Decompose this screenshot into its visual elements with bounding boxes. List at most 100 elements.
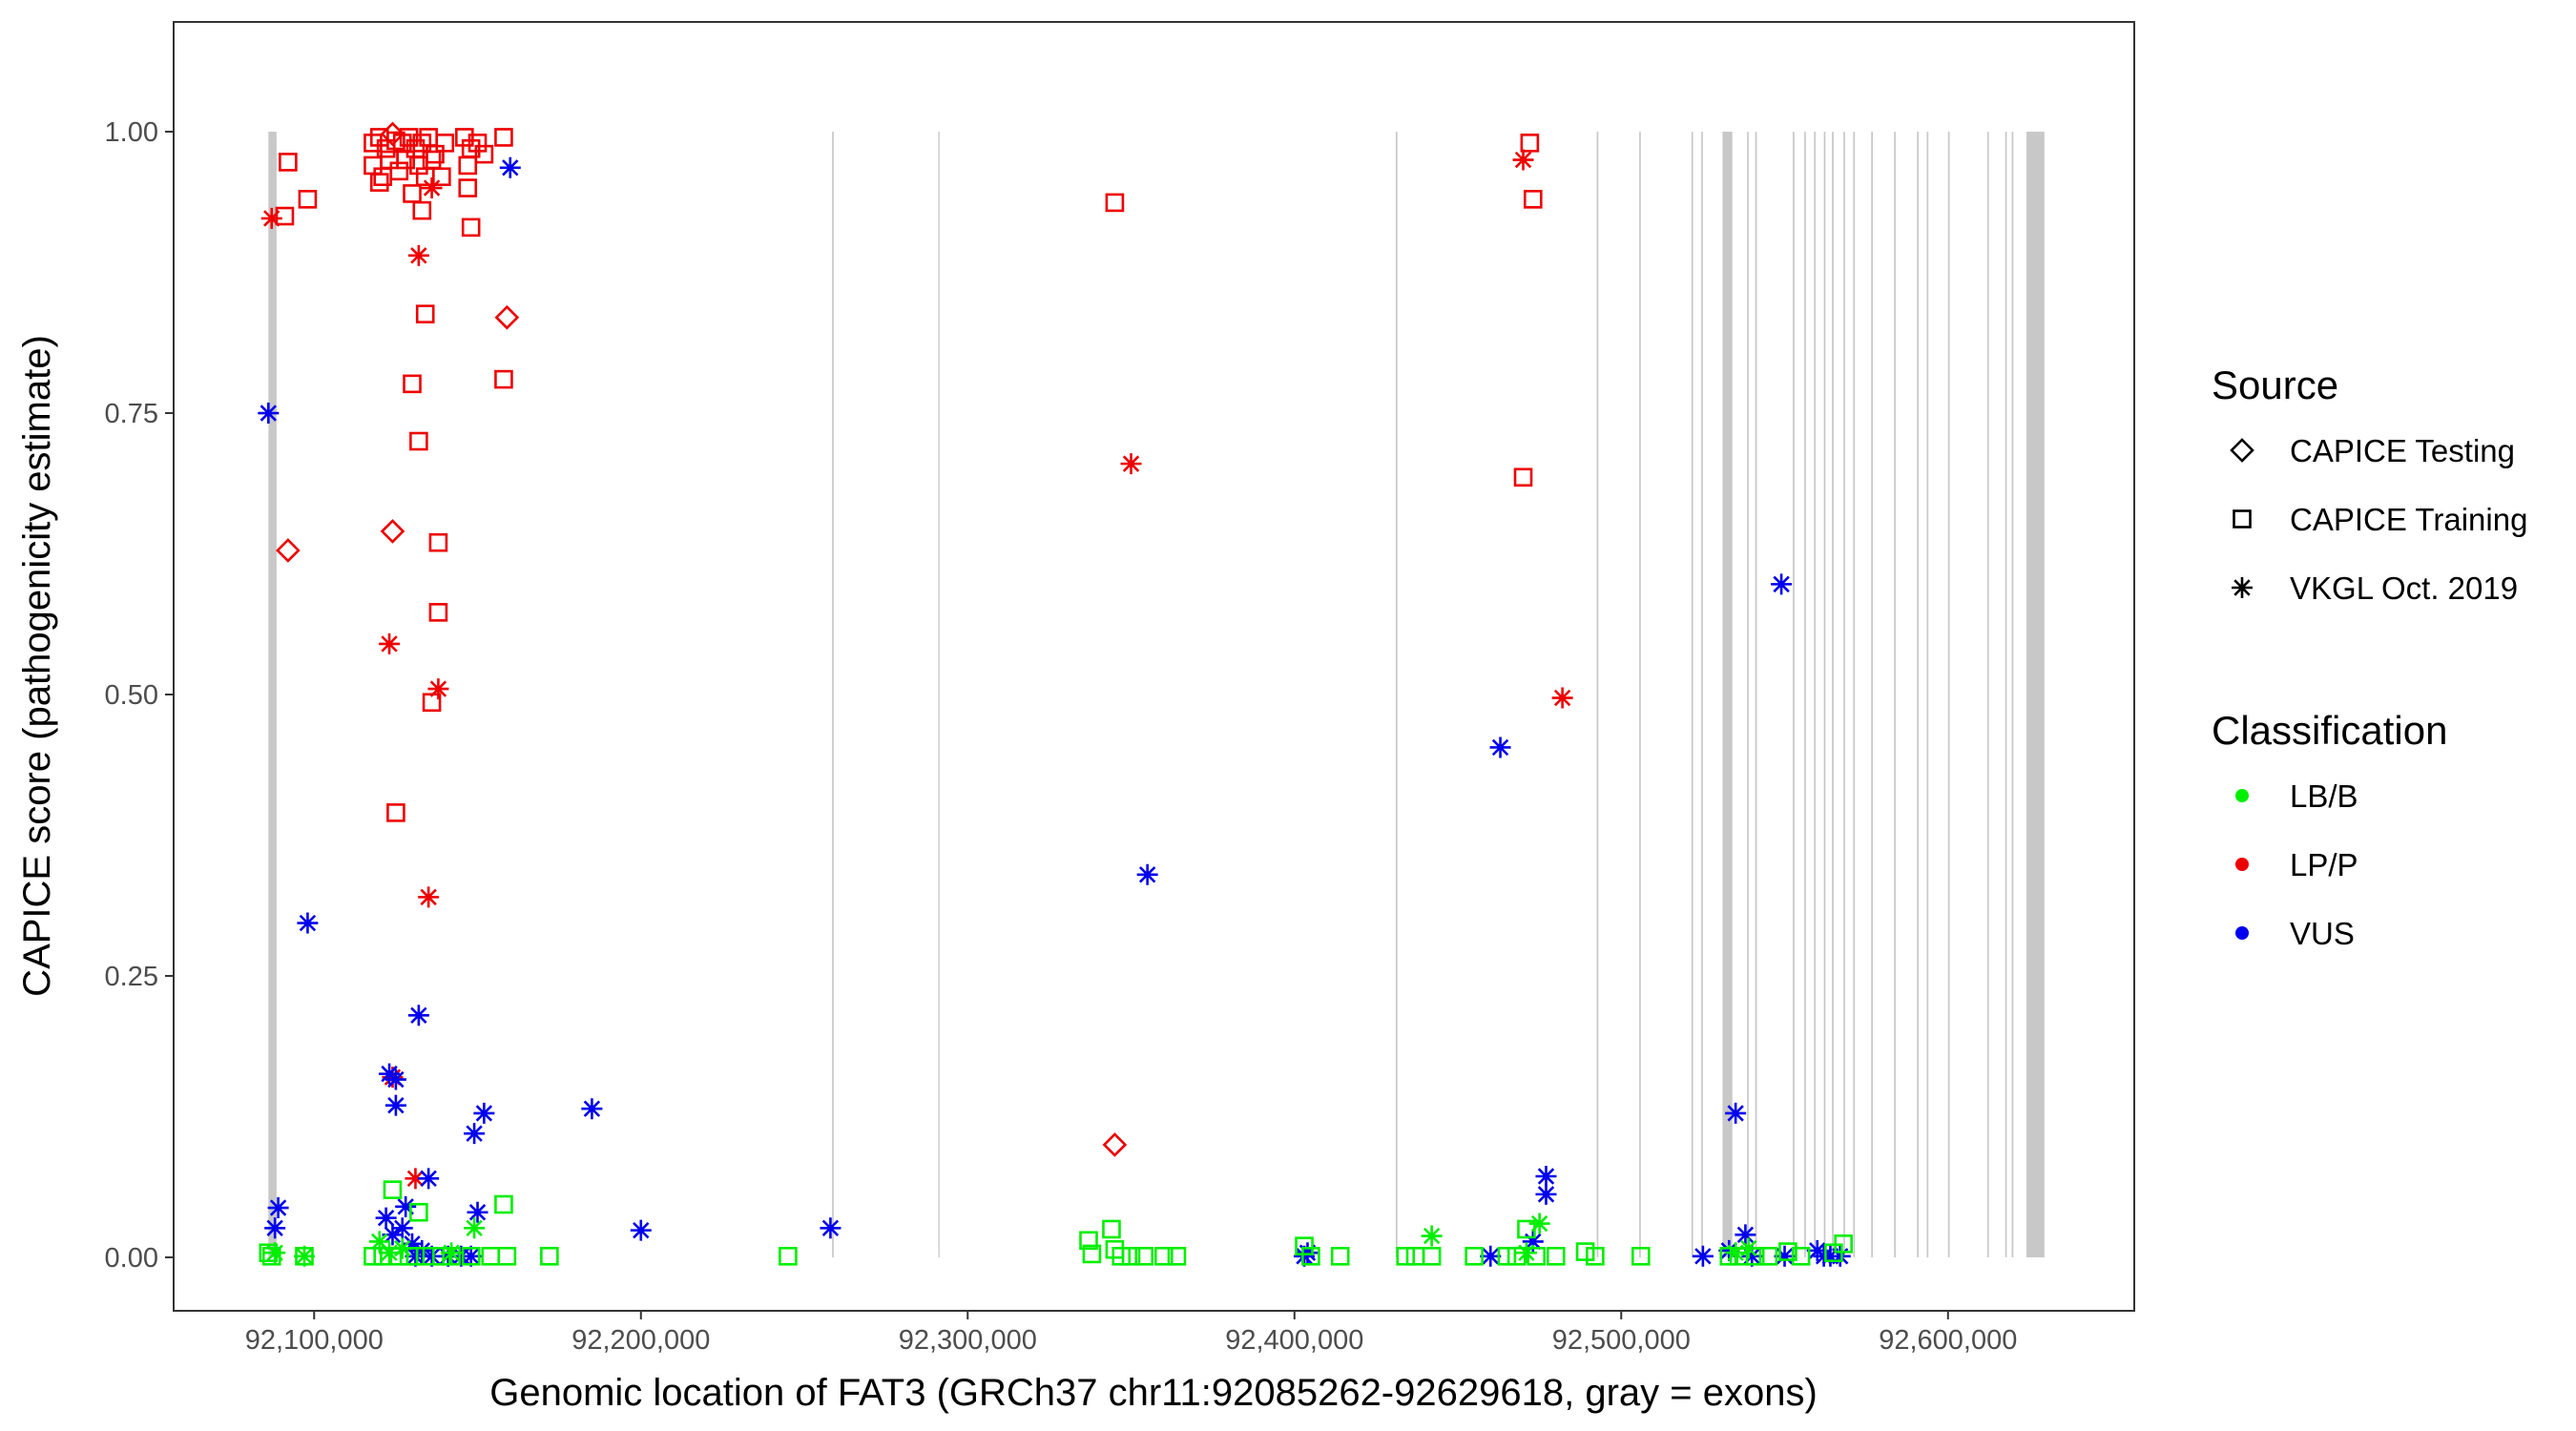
data-point: [279, 153, 298, 172]
data-point: [1120, 453, 1142, 475]
legend-key-dot: [2235, 926, 2249, 940]
data-point: [1774, 1245, 1796, 1267]
data-point: [455, 128, 474, 147]
data-point: [494, 304, 520, 330]
data-point: [264, 1242, 286, 1264]
data-point: [1522, 1231, 1544, 1253]
data-point: [1586, 1246, 1605, 1266]
data-point: [442, 1246, 461, 1266]
data-point: [276, 538, 301, 563]
data-point: [467, 1201, 488, 1223]
exon-band-8: [1722, 132, 1733, 1257]
data-point: [461, 1246, 481, 1266]
data-point: [1725, 1102, 1747, 1124]
exon-band-4: [1596, 132, 1599, 1257]
x-tick-label: 92,600,000: [1879, 1325, 2017, 1356]
legend-key-dot: [2235, 858, 2249, 871]
data-point: [1758, 1246, 1778, 1266]
y-tick-label: 0.25: [105, 962, 158, 992]
data-point: [421, 1245, 443, 1267]
exon-band-5: [1639, 132, 1641, 1257]
data-point: [1631, 1246, 1651, 1266]
legend: Source CAPICE Testing CAPICE Training VKGL…: [2212, 363, 2527, 951]
series-5: [259, 1180, 1853, 1266]
data-point: [494, 369, 513, 389]
data-point: [260, 207, 282, 229]
data-point: [383, 1180, 403, 1199]
data-point: [1829, 1245, 1851, 1267]
data-point: [295, 1246, 314, 1266]
exon-band-17: [1853, 132, 1856, 1257]
data-point: [297, 912, 319, 934]
data-point: [1527, 1246, 1547, 1266]
legend-label: LP/P: [2290, 847, 2358, 882]
series-2: [260, 149, 1573, 1190]
data-point: [412, 134, 432, 153]
data-point: [464, 1217, 486, 1239]
exon-band-16: [1843, 132, 1845, 1257]
data-point: [267, 1197, 289, 1219]
data-point: [1079, 1231, 1098, 1251]
data-point: [779, 1246, 798, 1266]
legend-item-classification: LB/B: [2235, 778, 2358, 814]
data-point: [428, 603, 448, 622]
data-point: [1528, 1213, 1550, 1234]
x-tick-label: 92,400,000: [1225, 1325, 1363, 1356]
data-point: [421, 177, 443, 199]
data-point: [1513, 467, 1533, 487]
data-point: [820, 1217, 841, 1239]
data-point: [461, 218, 481, 238]
legend-item-source: CAPICE Training: [2233, 502, 2527, 537]
data-point: [1136, 863, 1158, 885]
legend-key-diamond: [2230, 438, 2254, 463]
data-point: [396, 150, 415, 170]
y-tick-label: 1.00: [105, 117, 158, 148]
data-point: [441, 1242, 463, 1264]
exon-band-26: [2025, 132, 2045, 1257]
data-point: [1167, 1246, 1187, 1266]
data-point: [1301, 1246, 1320, 1266]
legend-item-classification: VUS: [2235, 916, 2355, 951]
exon-bands: [268, 132, 2045, 1257]
data-point: [368, 1231, 390, 1253]
data-point: [1546, 1246, 1566, 1266]
exon-band-3: [1395, 132, 1398, 1257]
data-point: [1102, 1132, 1128, 1157]
data-point: [432, 167, 451, 187]
data-point: [407, 244, 429, 266]
data-point: [264, 1217, 286, 1239]
data-point: [1111, 1246, 1132, 1266]
exon-band-24: [2005, 132, 2007, 1257]
data-point: [409, 156, 428, 176]
data-point: [422, 150, 442, 170]
legend-classification-title: Classification: [2212, 708, 2447, 753]
data-point: [384, 1094, 406, 1116]
data-point: [386, 131, 405, 151]
exon-band-10: [1755, 132, 1757, 1257]
data-point: [294, 1245, 315, 1267]
data-point: [375, 1207, 397, 1229]
data-point: [409, 1202, 428, 1222]
data-point: [412, 200, 432, 220]
data-point: [391, 1217, 413, 1239]
data-point: [1771, 573, 1793, 595]
exon-band-15: [1832, 132, 1834, 1257]
data-point: [403, 374, 422, 394]
data-point: [473, 1102, 495, 1124]
x-tick-label: 92,200,000: [571, 1325, 710, 1356]
legend-key-asterisk: [2232, 577, 2253, 598]
data-point: [1153, 1246, 1174, 1266]
data-point: [458, 178, 478, 197]
exon-band-21: [1926, 132, 1929, 1257]
exon-band-14: [1823, 132, 1826, 1257]
data-point: [499, 156, 521, 178]
data-point: [1330, 1246, 1350, 1266]
data-point: [460, 1245, 482, 1267]
data-point: [1575, 1242, 1595, 1261]
data-point: [1082, 1244, 1102, 1264]
data-point: [1421, 1225, 1443, 1247]
data-point: [364, 134, 383, 153]
data-point: [382, 1224, 404, 1246]
data-point: [418, 1168, 440, 1190]
data-point: [1834, 1234, 1853, 1254]
